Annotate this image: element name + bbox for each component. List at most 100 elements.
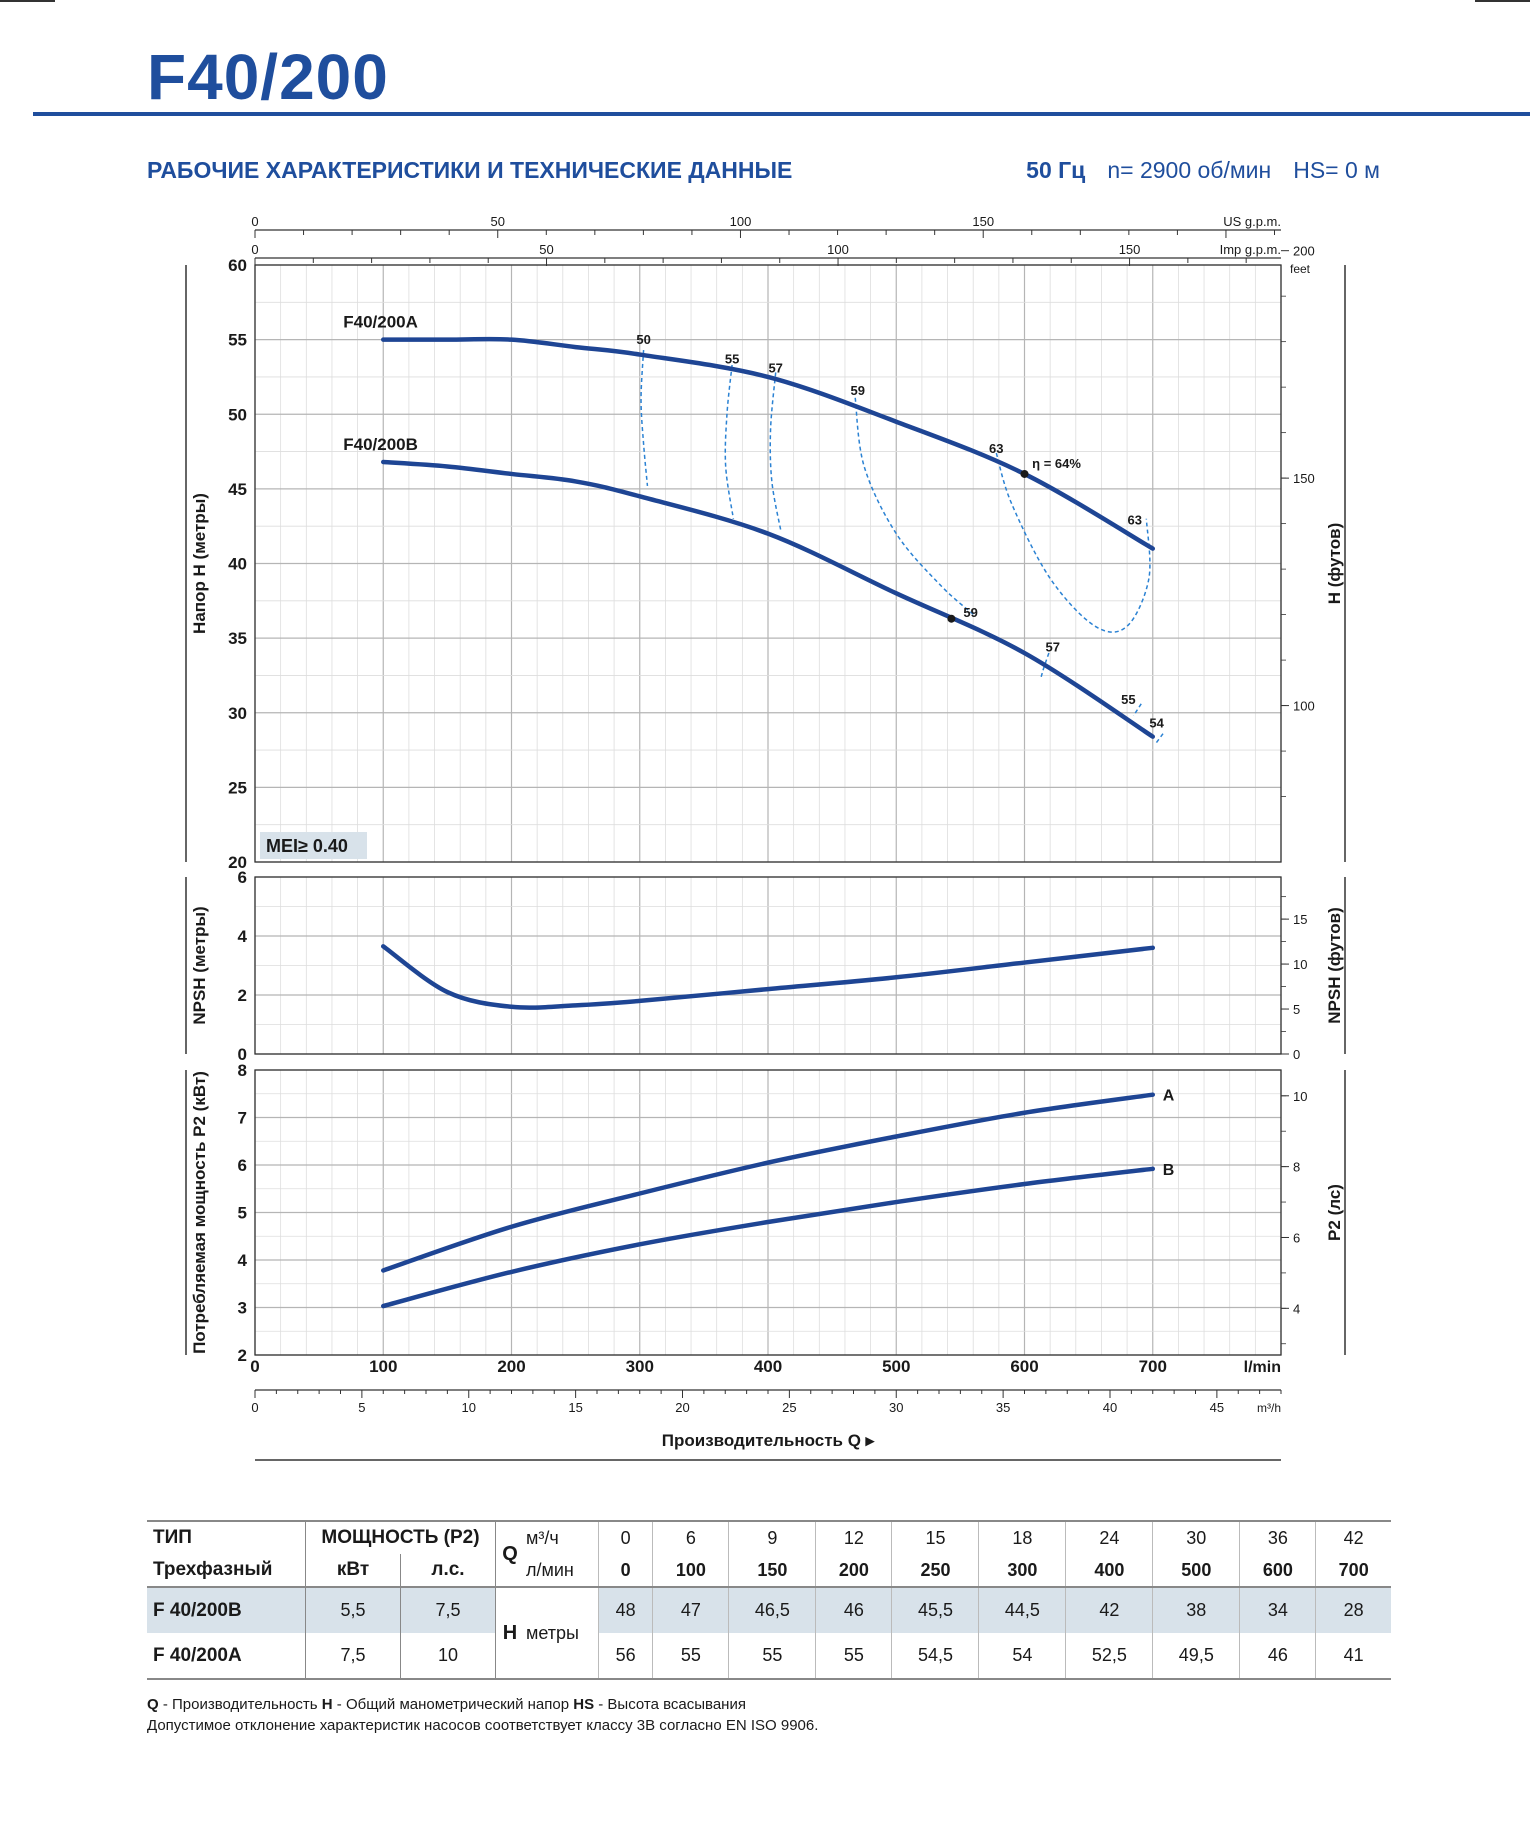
right-tick-label: 5	[1293, 1002, 1300, 1017]
head-curve-b	[381, 459, 1155, 739]
h-value-cell: 28	[1315, 1587, 1391, 1633]
h-value-cell: 41	[1315, 1633, 1391, 1679]
m3h-tick-label: 40	[1103, 1400, 1117, 1415]
y-tick-label: 8	[238, 1061, 247, 1080]
curve-name-label: F40/200B	[343, 435, 418, 454]
q-m3h-cell: 36	[1239, 1521, 1316, 1554]
efficiency-label: 59	[851, 383, 865, 398]
efficiency-label: 54	[1149, 716, 1164, 731]
y2-axis-label: P2 (лс)	[1325, 1184, 1344, 1241]
y2-axis-label: H (футов)	[1325, 523, 1344, 605]
m3h-unit-label: m³/h	[1257, 1401, 1281, 1415]
efficiency-label: 55	[1121, 692, 1135, 707]
page-title: F40/200	[147, 41, 389, 113]
efficiency-label: 50	[636, 332, 650, 347]
y-tick-label: 40	[228, 555, 247, 574]
m3h-tick-label: 30	[889, 1400, 903, 1415]
y-tick-label: 30	[228, 704, 247, 723]
fn-hs-key: HS	[573, 1696, 595, 1713]
efficiency-isoline	[854, 397, 974, 615]
th-hp: л.с.	[400, 1554, 496, 1587]
m3h-tick-label: 35	[996, 1400, 1010, 1415]
efficiency-label: 63	[989, 441, 1003, 456]
efficiency-isoline	[1040, 652, 1050, 678]
efficiency-isoline	[1132, 703, 1142, 717]
x-tick-label: 600	[1010, 1357, 1038, 1376]
corner-mark-left	[0, 0, 55, 2]
x-axis-label: Производительность Q ▸	[662, 1431, 876, 1450]
row-hp: 10	[400, 1633, 496, 1679]
y2-axis-label: NPSH (футов)	[1325, 907, 1344, 1024]
power-curve-a	[381, 1092, 1155, 1273]
h-value-cell: 55	[728, 1633, 816, 1679]
plot-frame	[254, 876, 1282, 1055]
efficiency-label: 57	[1045, 640, 1059, 655]
row-kw: 5,5	[305, 1587, 401, 1633]
imp-tick-label: 0	[251, 242, 258, 257]
right-tick-label: 0	[1293, 1047, 1300, 1062]
efficiency-isoline	[640, 350, 649, 486]
efficiency-label: 57	[768, 360, 782, 375]
x-tick-label: 200	[497, 1357, 525, 1376]
x-unit-label: l/min	[1244, 1359, 1281, 1376]
m3h-tick-label: 15	[568, 1400, 582, 1415]
q-lmin-cell: 150	[728, 1554, 816, 1587]
th-lmin: л/мин	[526, 1559, 574, 1580]
q-m3h-cell: 12	[815, 1521, 892, 1554]
plot-frame	[254, 1069, 1282, 1356]
h-value-cell: 38	[1152, 1587, 1240, 1633]
q-m3h-cell: 0	[597, 1521, 653, 1554]
right-tick-label: 150	[1293, 471, 1315, 486]
us-tick-label: 50	[491, 214, 505, 229]
y-tick-label: 35	[228, 629, 247, 648]
y-axis-label: Напор H (метры)	[190, 493, 209, 634]
y-tick-label: 55	[228, 331, 247, 350]
y-tick-label: 25	[228, 778, 247, 797]
th-kw: кВт	[305, 1554, 401, 1587]
us-tick-label: 150	[972, 214, 994, 229]
right-tick-label: 8	[1293, 1160, 1300, 1175]
y-tick-label: 0	[238, 1045, 247, 1064]
th-meters: метры	[526, 1622, 579, 1643]
right-tick-label: 15	[1293, 912, 1307, 927]
q-lmin-cell: 100	[652, 1554, 729, 1587]
x-tick-label: 300	[626, 1357, 654, 1376]
imp-tick-label: 150	[1119, 242, 1141, 257]
th-h: H	[495, 1587, 524, 1679]
efficiency-label: 63	[1128, 513, 1142, 528]
y-tick-label: 6	[238, 1156, 247, 1175]
hs-label: HS= 0 м	[1293, 157, 1380, 183]
mei-label: MEI≥ 0.40	[266, 836, 348, 856]
corner-mark-right	[1475, 0, 1530, 2]
head-panel	[185, 250, 1346, 863]
right-tick-label: 200	[1293, 244, 1315, 259]
spec-line: 50 Гц n= 2900 об/мин HS= 0 м	[1026, 157, 1380, 184]
fn-h-key: H	[321, 1696, 333, 1713]
y-axis-label: Потребляемая мощность P2 (кВт)	[190, 1071, 209, 1354]
th-three-phase: Трехфазный	[153, 1559, 273, 1580]
m3h-tick-label: 10	[462, 1400, 476, 1415]
series-end-label: A	[1163, 1088, 1175, 1105]
freq-label: 50 Гц	[1026, 157, 1086, 183]
y-tick-label: 60	[228, 256, 247, 275]
y-tick-label: 7	[238, 1109, 247, 1128]
y-axis-label: NPSH (метры)	[190, 906, 209, 1024]
right-tick-label: 100	[1293, 699, 1315, 714]
th-type: ТИП	[153, 1527, 192, 1548]
q-m3h-cell: 15	[891, 1521, 979, 1554]
q-m3h-cell: 30	[1152, 1521, 1240, 1554]
x-tick-label: 400	[754, 1357, 782, 1376]
x-tick-label: 700	[1139, 1357, 1167, 1376]
us-tick-label: 100	[730, 214, 752, 229]
efficiency-isoline	[1154, 733, 1164, 745]
footnote-legend: Q - Производительность H - Общий маномет…	[147, 1696, 746, 1713]
h-value-cell: 54,5	[891, 1633, 979, 1679]
q-m3h-cell: 24	[1065, 1521, 1153, 1554]
y-tick-label: 50	[228, 405, 247, 424]
h-value-cell: 48	[597, 1587, 653, 1633]
row-kw: 7,5	[305, 1633, 401, 1679]
y-tick-label: 5	[238, 1204, 247, 1223]
h-value-cell: 55	[815, 1633, 892, 1679]
head-curve-a	[381, 336, 1155, 551]
